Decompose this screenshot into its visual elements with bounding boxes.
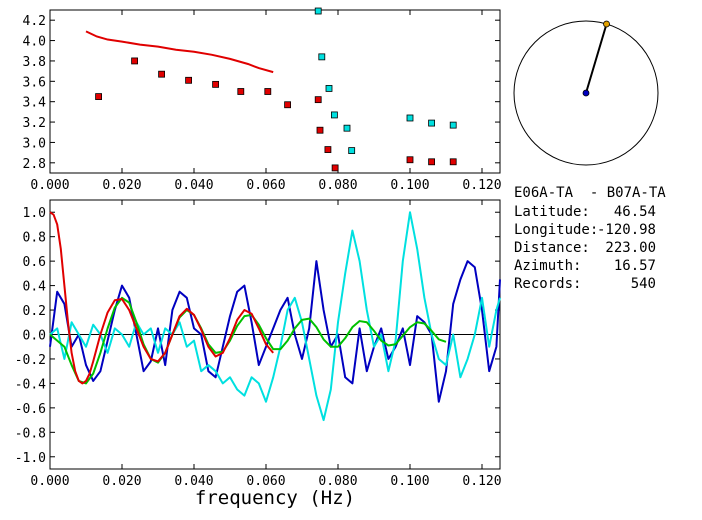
bottom-x-tick-label: 0.080 [318, 474, 357, 489]
red-data-point [212, 80, 220, 88]
station-info: E06A-TA - B07A-TA Latitude: 46.54 Longitud… [514, 185, 666, 292]
azimuth-circle [513, 20, 659, 166]
top-y-tick-label: 3.8 [23, 55, 46, 70]
top-y-axis: 2.8 3.0 3.2 3.4 3.6 3.8 4.0 4.2 [23, 14, 500, 172]
red-data-point [284, 101, 292, 109]
bottom-y-tick-label: -0.8 [15, 426, 46, 441]
top-y-tick-label: 2.8 [23, 157, 46, 172]
cyan-data-point [318, 53, 326, 61]
bottom-marks [49, 211, 501, 422]
green-series-line [49, 296, 447, 385]
info-label: Records: [514, 276, 581, 292]
red-data-point [331, 164, 339, 172]
info-label: Latitude: [514, 204, 590, 220]
top-y-tick-label: 3.6 [23, 75, 46, 90]
red-data-point [406, 156, 414, 164]
cyan-data-point [406, 114, 414, 122]
top-marks [85, 7, 457, 172]
bottom-y-tick-label: -0.2 [15, 353, 46, 368]
top-x-tick-label: 0.120 [462, 178, 501, 193]
cyan-data-point [343, 124, 351, 132]
top-x-tick-label: 0.040 [174, 178, 213, 193]
azimuth-line [585, 23, 608, 94]
bottom-panel: 1.0 0.8 0.6 0.4 0.2 0.0 -0.2 -0.4 -0.6 -0.8 -1.0 0… [15, 199, 502, 509]
red-data-point [185, 76, 193, 84]
red-data-point [158, 70, 166, 78]
top-y-tick-label: 4.2 [23, 14, 46, 29]
red-data-point [449, 158, 457, 166]
bottom-x-tick-label: 0.100 [390, 474, 429, 489]
top-x-tick-label: 0.000 [30, 178, 69, 193]
azimuth-end-dot [603, 20, 610, 28]
top-x-tick-label: 0.100 [390, 178, 429, 193]
top-x-tick-label: 0.080 [318, 178, 357, 193]
info-value: 16.57 [614, 258, 656, 274]
top-y-tick-label: 3.2 [23, 116, 46, 131]
bottom-x-tick-label: 0.060 [246, 474, 285, 489]
info-value: 223.00 [605, 240, 656, 256]
bottom-y-tick-label: 0.2 [23, 304, 46, 319]
bottom-x-tick-label: 0.000 [30, 474, 69, 489]
top-panel: 2.8 3.0 3.2 3.4 3.6 3.8 4.0 4.2 0.000 0.020 0.040… [23, 7, 502, 193]
cyan-data-point [325, 85, 333, 92]
bottom-y-tick-label: -1.0 [15, 451, 46, 466]
info-label: Longitude: [514, 222, 598, 238]
top-x-axis: 0.000 0.020 0.040 0.060 0.080 0.100 0.120 [30, 10, 502, 193]
cyan-data-point [330, 111, 338, 119]
bottom-y-tick-label: -0.4 [15, 377, 46, 392]
red-data-point [131, 57, 139, 65]
bottom-x-tick-label: 0.040 [174, 474, 213, 489]
top-y-tick-label: 3.0 [23, 136, 46, 151]
bottom-y-axis: 1.0 0.8 0.6 0.4 0.2 0.0 -0.2 -0.4 -0.6 -0.8 -1.0 [15, 206, 500, 466]
bottom-y-tick-label: 1.0 [23, 206, 46, 221]
info-label: Azimuth: [514, 258, 581, 274]
bottom-y-tick-label: 0.8 [23, 231, 46, 246]
info-value: -120.98 [597, 222, 656, 238]
center-dot [582, 89, 590, 97]
top-plot-frame [49, 9, 501, 174]
info-label: Distance: [514, 240, 590, 256]
bottom-y-tick-label: 0.6 [23, 255, 46, 270]
dispersion-curve [85, 30, 274, 74]
info-value: 540 [631, 276, 656, 292]
red-data-point [95, 93, 102, 100]
red-data-point [264, 88, 272, 95]
red-data-point [324, 146, 332, 153]
red-data-point [314, 96, 322, 104]
bottom-y-tick-label: 0.0 [23, 329, 46, 344]
top-y-tick-label: 4.0 [23, 35, 46, 50]
cyan-data-point [348, 147, 356, 154]
cyan-data-point [428, 119, 436, 127]
red-data-point [316, 126, 324, 134]
cyan-data-point [314, 7, 322, 15]
red-data-point [428, 158, 436, 166]
red-data-point [237, 88, 245, 95]
bottom-x-axis: 0.000 0.020 0.040 0.060 0.080 0.100 0.120 [30, 200, 502, 489]
top-y-tick-label: 3.4 [23, 96, 47, 111]
cyan-data-point [449, 121, 457, 129]
bottom-x-tick-label: 0.020 [102, 474, 141, 489]
bottom-y-tick-label: -0.6 [15, 402, 46, 417]
bottom-y-tick-label: 0.4 [23, 280, 47, 295]
bottom-x-tick-label: 0.120 [462, 474, 501, 489]
x-axis-label: frequency (Hz) [195, 487, 355, 509]
top-x-tick-label: 0.060 [246, 178, 285, 193]
cyan-series-line [49, 211, 501, 422]
station-pair-title: E06A-TA - B07A-TA [514, 185, 666, 201]
red-series-line [49, 211, 274, 385]
info-value: 46.54 [614, 204, 656, 220]
azimuth-plot [513, 20, 659, 166]
top-x-tick-label: 0.020 [102, 178, 141, 193]
